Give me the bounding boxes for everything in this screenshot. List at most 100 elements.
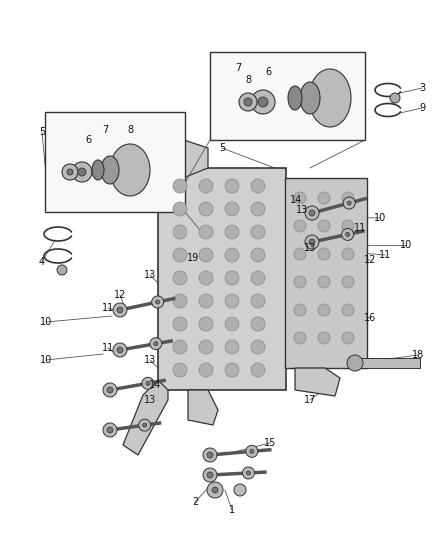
Circle shape (251, 248, 265, 262)
Circle shape (225, 363, 239, 377)
Circle shape (247, 471, 251, 475)
Text: 13: 13 (144, 270, 156, 280)
Text: 13: 13 (144, 355, 156, 365)
Bar (45, 112, 185, 212)
Circle shape (103, 383, 117, 397)
Circle shape (347, 355, 363, 371)
Circle shape (246, 446, 258, 457)
Circle shape (199, 179, 213, 193)
Circle shape (72, 162, 92, 182)
Text: 10: 10 (400, 240, 412, 250)
Ellipse shape (288, 86, 302, 110)
Circle shape (294, 304, 306, 316)
Circle shape (318, 276, 330, 288)
Text: 15: 15 (264, 438, 276, 448)
Text: 19: 19 (187, 253, 199, 263)
Text: 18: 18 (412, 350, 424, 360)
Circle shape (173, 363, 187, 377)
Text: 5: 5 (39, 127, 45, 137)
Circle shape (243, 467, 254, 479)
Polygon shape (295, 368, 340, 396)
Text: 13: 13 (296, 205, 308, 215)
Circle shape (225, 202, 239, 216)
Circle shape (318, 304, 330, 316)
Circle shape (199, 340, 213, 354)
Circle shape (139, 419, 151, 431)
Text: 14: 14 (290, 195, 302, 205)
Circle shape (251, 340, 265, 354)
Text: 11: 11 (379, 250, 391, 260)
Text: 16: 16 (364, 313, 376, 323)
Circle shape (203, 448, 217, 462)
Circle shape (390, 93, 400, 103)
Text: 11: 11 (354, 223, 366, 233)
Circle shape (305, 206, 319, 220)
Circle shape (57, 265, 67, 275)
Text: 6: 6 (265, 67, 271, 77)
Circle shape (294, 276, 306, 288)
Circle shape (251, 363, 265, 377)
Circle shape (155, 300, 160, 304)
Circle shape (207, 482, 223, 498)
Circle shape (173, 248, 187, 262)
Bar (355, 358, 420, 368)
Ellipse shape (101, 156, 119, 184)
Circle shape (103, 423, 117, 437)
Circle shape (251, 294, 265, 308)
Circle shape (342, 220, 354, 232)
Text: 10: 10 (40, 355, 52, 365)
Circle shape (117, 347, 123, 353)
Text: 12: 12 (114, 290, 126, 300)
Circle shape (294, 192, 306, 204)
Circle shape (199, 202, 213, 216)
Text: 12: 12 (364, 255, 376, 265)
Circle shape (258, 97, 268, 107)
Circle shape (251, 225, 265, 239)
Circle shape (251, 179, 265, 193)
Circle shape (318, 220, 330, 232)
Circle shape (234, 484, 246, 496)
Circle shape (251, 90, 275, 114)
Circle shape (173, 179, 187, 193)
Bar (285, 178, 367, 368)
Text: 6: 6 (85, 135, 91, 145)
Text: 7: 7 (102, 125, 108, 135)
Circle shape (294, 220, 306, 232)
Polygon shape (146, 138, 208, 188)
Circle shape (251, 271, 265, 285)
Circle shape (225, 271, 239, 285)
Text: 13: 13 (144, 395, 156, 405)
Circle shape (199, 271, 213, 285)
Circle shape (342, 276, 354, 288)
Circle shape (251, 317, 265, 331)
Circle shape (225, 294, 239, 308)
Circle shape (318, 192, 330, 204)
Circle shape (343, 197, 355, 209)
Circle shape (78, 168, 86, 176)
Text: 2: 2 (192, 497, 198, 507)
Circle shape (199, 317, 213, 331)
Circle shape (239, 93, 257, 111)
Circle shape (62, 164, 78, 180)
Text: 8: 8 (245, 75, 251, 85)
Circle shape (146, 381, 150, 385)
Circle shape (346, 232, 350, 237)
Circle shape (113, 343, 127, 357)
Text: 7: 7 (235, 63, 241, 73)
Circle shape (107, 387, 113, 393)
Circle shape (173, 225, 187, 239)
Circle shape (203, 468, 217, 482)
Circle shape (225, 179, 239, 193)
Text: 9: 9 (419, 103, 425, 113)
Circle shape (251, 202, 265, 216)
Circle shape (250, 449, 254, 454)
Ellipse shape (300, 82, 320, 114)
Circle shape (318, 248, 330, 260)
Circle shape (173, 340, 187, 354)
Circle shape (342, 332, 354, 344)
Circle shape (342, 192, 354, 204)
Text: 5: 5 (219, 143, 225, 153)
Ellipse shape (309, 69, 351, 127)
Bar (158, 168, 286, 390)
Circle shape (154, 342, 158, 346)
